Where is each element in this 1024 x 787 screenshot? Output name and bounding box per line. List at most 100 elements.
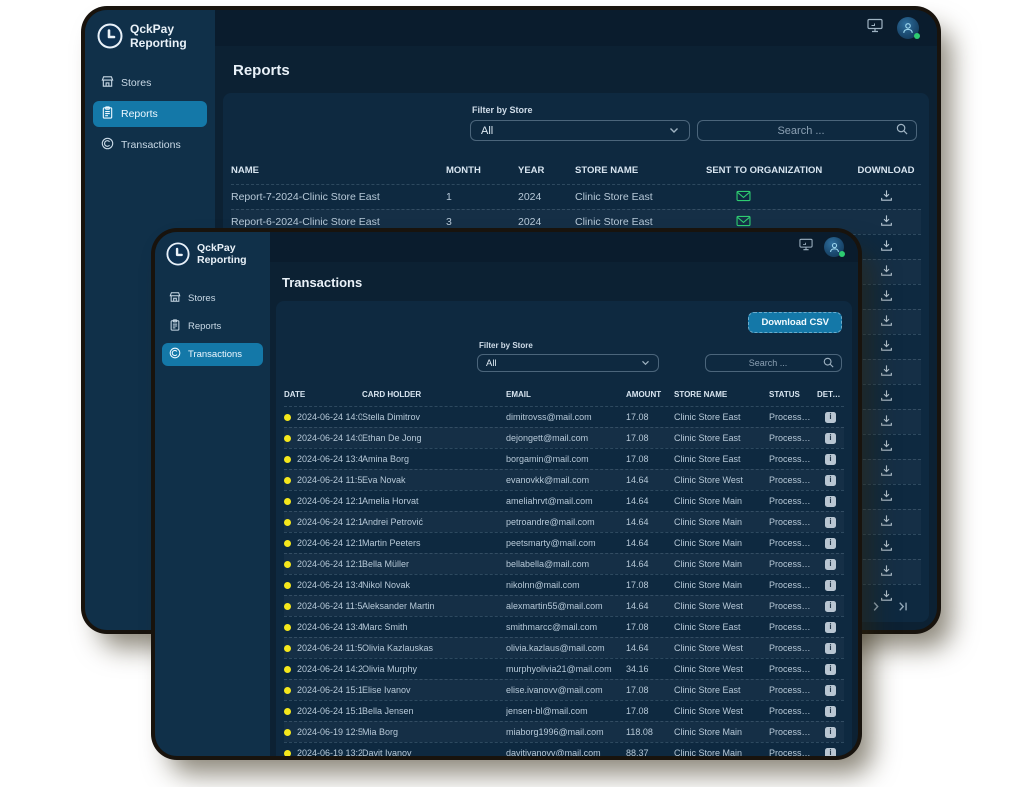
- store-icon: [169, 291, 181, 306]
- transaction-date-cell: 2024-06-24 12:11: [284, 496, 362, 506]
- transaction-row: 2024-06-24 15:18 Bella Jensen jensen-bl@…: [284, 700, 844, 721]
- transaction-card-holder: Andrei Petrović: [362, 517, 424, 527]
- download-icon[interactable]: [880, 314, 893, 327]
- details-info-button[interactable]: i: [825, 684, 836, 696]
- download-icon[interactable]: [880, 539, 893, 552]
- column-header: YEAR: [518, 165, 545, 176]
- transaction-card-holder: Davit Ivanov: [362, 748, 412, 756]
- search-input[interactable]: [713, 358, 823, 368]
- transaction-card-holder: Mia Borg: [362, 727, 399, 737]
- search-input[interactable]: [706, 124, 896, 137]
- download-icon[interactable]: [880, 514, 893, 527]
- transaction-email: jensen-bl@mail.com: [506, 706, 588, 716]
- transaction-amount: 34.16: [626, 664, 649, 674]
- details-info-button[interactable]: i: [825, 747, 836, 756]
- download-icon[interactable]: [880, 414, 893, 427]
- download-cell: [851, 264, 921, 280]
- store-filter-select[interactable]: All: [477, 354, 659, 372]
- details-info-button[interactable]: i: [825, 558, 836, 570]
- transaction-email: davitivanovv@mail.com: [506, 748, 601, 756]
- download-icon[interactable]: [880, 389, 893, 402]
- details-info-button[interactable]: i: [825, 537, 836, 549]
- transactions-icon: [101, 137, 114, 153]
- column-header: STORE NAME: [674, 390, 728, 399]
- transactions-table-header: DATE CARD HOLDER EMAIL AMOUNT STORE NAME…: [284, 385, 844, 406]
- transaction-row: 2024-06-24 11:55 Aleksander Martin alexm…: [284, 595, 844, 616]
- report-icon: [101, 106, 114, 122]
- details-info-button[interactable]: i: [825, 621, 836, 633]
- download-icon[interactable]: [880, 589, 893, 602]
- download-cell: [851, 239, 921, 255]
- sidebar-item-label: Reports: [121, 108, 158, 121]
- download-icon[interactable]: [880, 489, 893, 502]
- envelope-icon[interactable]: [736, 190, 751, 202]
- download-icon[interactable]: [880, 339, 893, 352]
- details-info-button[interactable]: i: [825, 516, 836, 528]
- report-month: 1: [446, 191, 452, 203]
- transaction-date: 2024-06-24 12:18: [297, 559, 362, 569]
- download-icon[interactable]: [880, 364, 893, 377]
- download-icon[interactable]: [880, 264, 893, 277]
- download-icon[interactable]: [880, 289, 893, 302]
- transactions-app-window: QckPay Reporting Stores Reports Transact…: [155, 232, 858, 756]
- sidebar-item-transactions[interactable]: Transactions: [162, 342, 263, 366]
- user-avatar[interactable]: [824, 237, 845, 257]
- sidebar-item-stores[interactable]: Stores: [93, 70, 207, 96]
- download-csv-button[interactable]: Download CSV: [748, 312, 842, 333]
- details-info-button[interactable]: i: [825, 705, 836, 717]
- report-store: Clinic Store East: [575, 216, 653, 228]
- download-icon[interactable]: [880, 464, 893, 477]
- transaction-details-cell: i: [817, 453, 844, 465]
- details-info-button[interactable]: i: [825, 495, 836, 507]
- details-info-button[interactable]: i: [825, 642, 836, 654]
- details-info-button[interactable]: i: [825, 411, 836, 423]
- chevron-down-icon: [669, 125, 679, 137]
- search-icon[interactable]: [896, 123, 908, 138]
- store-filter-select[interactable]: All: [470, 120, 690, 141]
- status-dot-icon: [284, 560, 291, 568]
- transaction-amount: 17.08: [626, 685, 649, 695]
- transaction-amount: 14.64: [626, 643, 649, 653]
- details-info-button[interactable]: i: [825, 453, 836, 465]
- filter-row: Filter by Store All: [231, 105, 921, 141]
- store-icon: [101, 75, 114, 91]
- download-icon[interactable]: [880, 189, 893, 202]
- transaction-date-cell: 2024-06-24 11:56: [284, 643, 362, 653]
- column-header: STATUS: [769, 390, 800, 399]
- sidebar-item-stores[interactable]: Stores: [162, 287, 263, 310]
- details-info-button[interactable]: i: [825, 600, 836, 612]
- download-icon[interactable]: [880, 239, 893, 252]
- display-icon[interactable]: [867, 18, 883, 38]
- transaction-date-cell: 2024-06-24 13:44: [284, 454, 362, 464]
- main-area: Transactions Download CSV Filter by Stor…: [270, 232, 858, 756]
- transaction-date: 2024-06-24 15:16: [297, 685, 362, 695]
- details-info-button[interactable]: i: [825, 663, 836, 675]
- transaction-status: Processed: [769, 685, 812, 695]
- display-icon[interactable]: [799, 238, 813, 256]
- download-icon[interactable]: [880, 439, 893, 452]
- next-page-button[interactable]: [868, 599, 883, 614]
- status-dot-icon: [284, 644, 291, 652]
- download-icon[interactable]: [880, 214, 893, 227]
- sidebar-item-label: Reports: [188, 320, 222, 332]
- transaction-store: Clinic Store Main: [674, 580, 743, 590]
- report-year: 2024: [518, 191, 542, 203]
- details-info-button[interactable]: i: [825, 474, 836, 486]
- transaction-row: 2024-06-24 14:09 Stella Dimitrov dimitro…: [284, 406, 844, 427]
- download-icon[interactable]: [880, 564, 893, 577]
- transaction-store: Clinic Store West: [674, 664, 743, 674]
- search-icon[interactable]: [823, 357, 834, 370]
- transaction-date: 2024-06-24 13:44: [297, 454, 362, 464]
- user-avatar[interactable]: [897, 17, 920, 39]
- details-info-button[interactable]: i: [825, 432, 836, 444]
- sidebar-item-reports[interactable]: Reports: [93, 101, 207, 128]
- details-info-button[interactable]: i: [825, 579, 836, 591]
- transaction-date-cell: 2024-06-24 14:01: [284, 433, 362, 443]
- brand: QckPay Reporting: [162, 242, 263, 267]
- sidebar-item-transactions[interactable]: Transactions: [93, 132, 207, 158]
- last-page-button[interactable]: [895, 599, 911, 614]
- transaction-date: 2024-06-19 12:50: [297, 727, 362, 737]
- details-info-button[interactable]: i: [825, 726, 836, 738]
- sidebar-item-reports[interactable]: Reports: [162, 315, 263, 338]
- envelope-icon[interactable]: [736, 215, 751, 227]
